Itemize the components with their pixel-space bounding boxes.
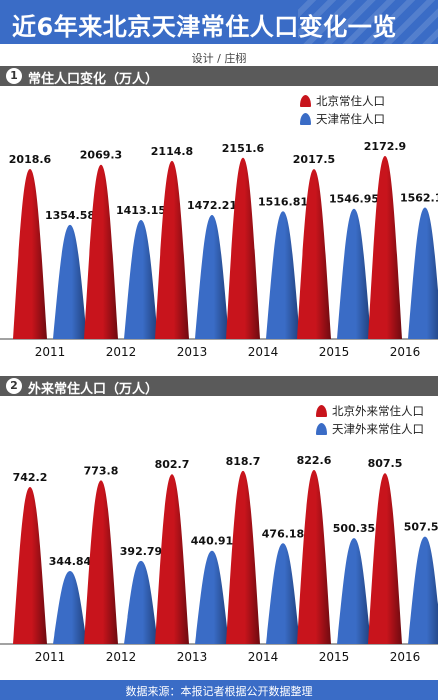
legend-label: 天津外来常住人口 xyxy=(332,422,424,436)
section-1-number: 1 xyxy=(6,68,22,84)
x-tick-label: 2014 xyxy=(248,650,279,664)
data-label: 818.7 xyxy=(226,455,261,468)
bar-tianjin-2015 xyxy=(337,538,371,644)
x-tick-label: 2014 xyxy=(248,345,279,359)
data-label: 2151.6 xyxy=(222,142,265,155)
data-label: 2172.9 xyxy=(364,140,406,153)
footer-bar: 数据来源：本报记者根据公开数据整理 xyxy=(0,680,438,700)
legend-item-tianjin: 天津外来常住人口 xyxy=(316,420,424,438)
x-tick-label: 2011 xyxy=(35,345,66,359)
x-tick-label: 2012 xyxy=(106,345,137,359)
header-stripes xyxy=(298,0,438,44)
legend-item-beijing: 北京常住人口 xyxy=(300,92,385,110)
data-label: 802.7 xyxy=(155,458,190,471)
x-tick-label: 2012 xyxy=(106,650,137,664)
section-2-number: 2 xyxy=(6,378,22,394)
data-label: 742.2 xyxy=(13,471,48,484)
data-label: 500.35 xyxy=(333,522,375,535)
x-tick-label: 2013 xyxy=(177,650,208,664)
x-tick-label: 2015 xyxy=(319,345,350,359)
chart-2: 742.2 344.84 2011 773.8 392.79 2012 802.7 440.9… xyxy=(0,454,438,664)
bar-tianjin-2016 xyxy=(408,536,438,644)
design-credit: 设计 / 庄栩 xyxy=(191,52,247,65)
section-1-title: 常住人口变化（万人） xyxy=(28,72,159,87)
bar-beijing-2013 xyxy=(155,160,189,339)
bar-beijing-2014 xyxy=(226,157,260,339)
legend-label: 天津常住人口 xyxy=(316,112,385,126)
bar-tianjin-2014 xyxy=(266,211,300,339)
data-label: 1546.95 xyxy=(329,193,379,206)
bar-tianjin-2011 xyxy=(53,571,87,644)
bar-beijing-2014 xyxy=(226,470,260,644)
data-label: 2069.3 xyxy=(80,149,122,162)
data-label: 476.18 xyxy=(262,527,304,540)
page-title: 近6年来北京天津常住人口变化一览 xyxy=(12,13,397,41)
data-label: 1516.81 xyxy=(258,195,308,208)
data-label: 1472.21 xyxy=(187,199,237,212)
legend-swatch-red xyxy=(300,95,311,107)
header-banner: 近6年来北京天津常住人口变化一览 xyxy=(0,0,438,44)
bar-beijing-2011 xyxy=(13,168,47,339)
data-label: 507.54 xyxy=(404,521,438,534)
x-tick-label: 2016 xyxy=(390,345,421,359)
legend-item-tianjin: 天津常住人口 xyxy=(300,110,385,128)
bar-beijing-2016 xyxy=(368,473,402,644)
legend-label: 北京常住人口 xyxy=(316,94,385,108)
data-label: 822.6 xyxy=(297,454,332,467)
bar-tianjin-2012 xyxy=(124,560,158,644)
bar-tianjin-2013 xyxy=(195,550,229,644)
legend-swatch-blue xyxy=(300,113,311,125)
bar-tianjin-2016 xyxy=(408,207,438,339)
bar-beijing-2011 xyxy=(13,487,47,644)
data-label: 2018.6 xyxy=(9,153,52,166)
bar-beijing-2012 xyxy=(84,480,118,644)
x-tick-label: 2013 xyxy=(177,345,208,359)
data-label: 440.91 xyxy=(191,535,233,548)
data-label: 1413.15 xyxy=(116,204,166,217)
chart-1: 2018.6 1354.58 2011 2069.3 1413.15 2012 2114.8… xyxy=(0,140,438,359)
bar-tianjin-2014 xyxy=(266,543,300,644)
section-1-header: 1 常住人口变化（万人） xyxy=(0,66,438,87)
data-label: 773.8 xyxy=(84,464,119,477)
legend-item-beijing: 北京外来常住人口 xyxy=(316,402,424,420)
section-2-header: 2 外来常住人口（万人） xyxy=(0,376,438,397)
x-tick-label: 2011 xyxy=(35,650,66,664)
bar-tianjin-2013 xyxy=(195,215,229,339)
bar-beijing-2012 xyxy=(84,164,118,339)
data-label: 344.84 xyxy=(49,555,92,568)
data-source: 数据来源：本报记者根据公开数据整理 xyxy=(125,685,313,698)
bar-tianjin-2011 xyxy=(53,224,87,339)
chart-2-legend: 北京外来常住人口 天津外来常住人口 xyxy=(316,402,424,438)
bar-beijing-2013 xyxy=(155,474,189,644)
legend-label: 北京外来常住人口 xyxy=(332,404,424,418)
bar-tianjin-2012 xyxy=(124,219,158,339)
section-2-title: 外来常住人口（万人） xyxy=(28,382,159,397)
x-tick-label: 2015 xyxy=(319,650,350,664)
bar-beijing-2015 xyxy=(297,470,331,644)
data-label: 392.79 xyxy=(120,545,162,558)
bar-beijing-2016 xyxy=(368,156,402,339)
legend-swatch-red xyxy=(316,405,327,417)
x-tick-label: 2016 xyxy=(390,650,421,664)
chart-1-legend: 北京常住人口 天津常住人口 xyxy=(300,92,385,128)
bar-tianjin-2015 xyxy=(337,208,371,339)
data-label: 2017.5 xyxy=(293,153,335,166)
data-label: 1562.12 xyxy=(400,191,438,204)
legend-swatch-blue xyxy=(316,423,327,435)
data-label: 2114.8 xyxy=(151,145,193,158)
data-label: 807.5 xyxy=(368,457,403,470)
bar-beijing-2015 xyxy=(297,169,331,339)
data-label: 1354.58 xyxy=(45,209,95,222)
